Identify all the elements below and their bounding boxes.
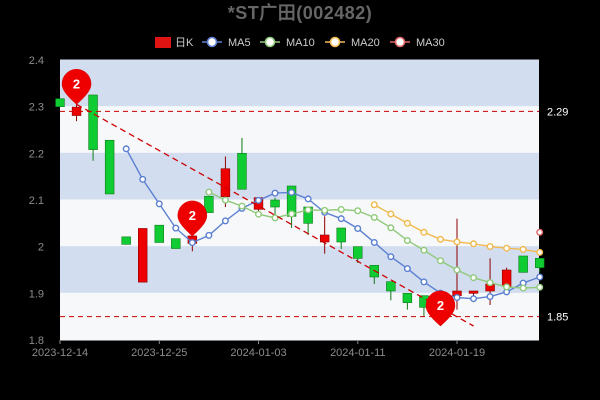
- svg-text:1.8: 1.8: [29, 335, 44, 347]
- svg-text:MA5: MA5: [228, 37, 251, 49]
- svg-text:2.1: 2.1: [29, 195, 44, 207]
- svg-text:1.85: 1.85: [547, 312, 568, 324]
- svg-text:2.4: 2.4: [29, 55, 44, 67]
- svg-text:日K: 日K: [175, 37, 194, 49]
- svg-text:2.2: 2.2: [29, 148, 44, 160]
- svg-text:MA10: MA10: [286, 37, 315, 49]
- svg-text:2.3: 2.3: [29, 102, 44, 114]
- svg-text:1.9: 1.9: [29, 288, 44, 300]
- svg-text:2024-01-11: 2024-01-11: [330, 347, 385, 359]
- svg-text:2024-01-19: 2024-01-19: [429, 347, 485, 359]
- svg-text:2: 2: [437, 298, 444, 313]
- svg-text:2024-01-03: 2024-01-03: [230, 347, 286, 359]
- svg-text:2.29: 2.29: [547, 106, 568, 118]
- svg-text:MA20: MA20: [351, 37, 380, 49]
- svg-text:*ST广田(002482): *ST广田(002482): [228, 2, 373, 23]
- svg-text:2023-12-14: 2023-12-14: [32, 347, 88, 359]
- svg-text:2023-12-25: 2023-12-25: [131, 347, 187, 359]
- svg-text:2: 2: [189, 208, 196, 223]
- svg-text:2: 2: [73, 76, 80, 91]
- svg-text:MA30: MA30: [416, 37, 445, 49]
- svg-text:2: 2: [38, 242, 44, 254]
